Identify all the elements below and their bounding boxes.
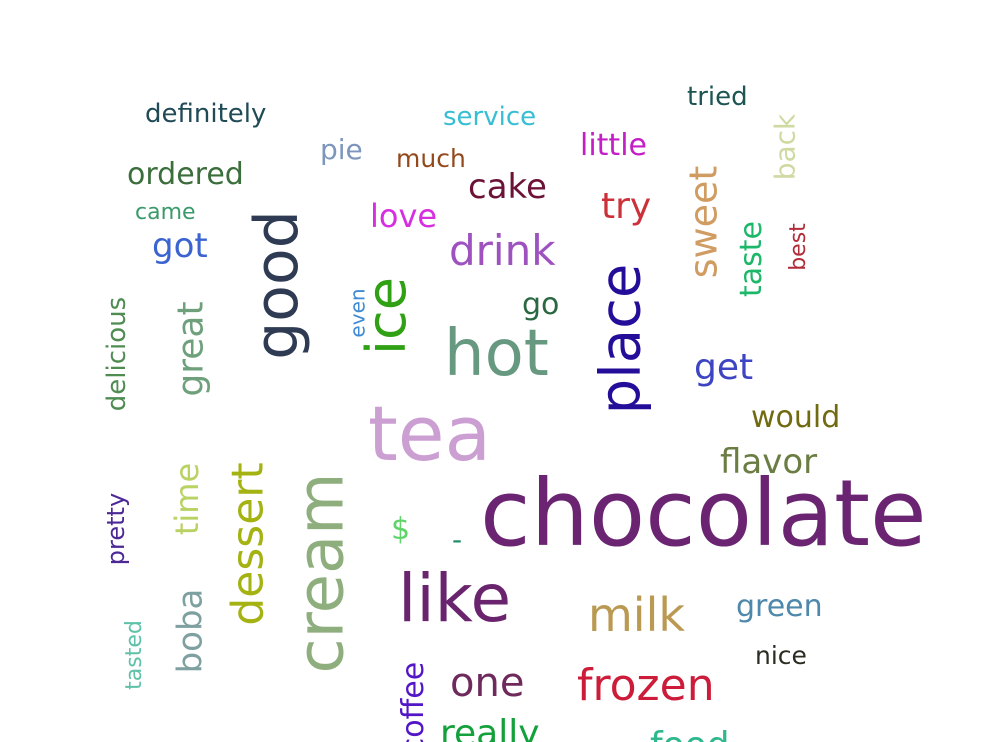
word-pretty: pretty bbox=[102, 492, 131, 566]
word-really: really bbox=[440, 713, 540, 742]
word-pie: pie bbox=[320, 133, 363, 166]
word-tried: tried bbox=[687, 82, 748, 112]
word-tea: tea bbox=[368, 389, 492, 478]
word-flavor: flavor bbox=[720, 442, 818, 482]
word-try: try bbox=[601, 186, 652, 227]
word-back: back bbox=[768, 113, 802, 181]
word-green: green bbox=[736, 589, 823, 624]
word-nice: nice bbox=[755, 641, 807, 670]
word-sweet: sweet bbox=[681, 165, 726, 279]
word-came: came bbox=[135, 200, 196, 225]
word-good: good bbox=[241, 210, 312, 360]
word-definitely: definitely bbox=[145, 99, 267, 129]
word-like: like bbox=[398, 560, 512, 637]
word-frozen: frozen bbox=[577, 660, 715, 711]
word-chocolate: chocolate bbox=[480, 460, 927, 567]
word-service: service bbox=[443, 102, 537, 132]
word-cake: cake bbox=[468, 167, 547, 207]
word-time: time bbox=[168, 462, 207, 536]
word-place: place bbox=[588, 263, 654, 415]
word-tasted: tasted bbox=[121, 620, 147, 690]
word-dollar-sign: $ bbox=[391, 512, 411, 547]
word-ordered: ordered bbox=[127, 157, 244, 192]
word-would: would bbox=[751, 400, 841, 435]
word-little: little bbox=[580, 128, 647, 163]
word-boba: boba bbox=[170, 588, 211, 674]
word-go: go bbox=[522, 287, 560, 322]
word-hot: hot bbox=[444, 317, 549, 391]
word-drink: drink bbox=[449, 226, 556, 275]
word-even: even bbox=[345, 288, 370, 338]
word-dessert: dessert bbox=[222, 462, 274, 626]
word-coffee: coffee bbox=[396, 661, 432, 742]
word-food: food bbox=[650, 728, 730, 742]
word-milk: milk bbox=[588, 588, 686, 642]
word-get: get bbox=[694, 347, 754, 388]
word-delicious: delicious bbox=[102, 296, 133, 412]
word-great: great bbox=[170, 301, 212, 397]
word-one: one bbox=[450, 660, 525, 706]
word-cream: cream bbox=[284, 472, 359, 674]
word-taste: taste bbox=[734, 221, 769, 297]
word-dash: - bbox=[452, 523, 463, 556]
word-best: best bbox=[785, 223, 811, 271]
word-much: much bbox=[396, 144, 466, 173]
word-got: got bbox=[152, 226, 208, 266]
word-love: love bbox=[370, 197, 438, 235]
